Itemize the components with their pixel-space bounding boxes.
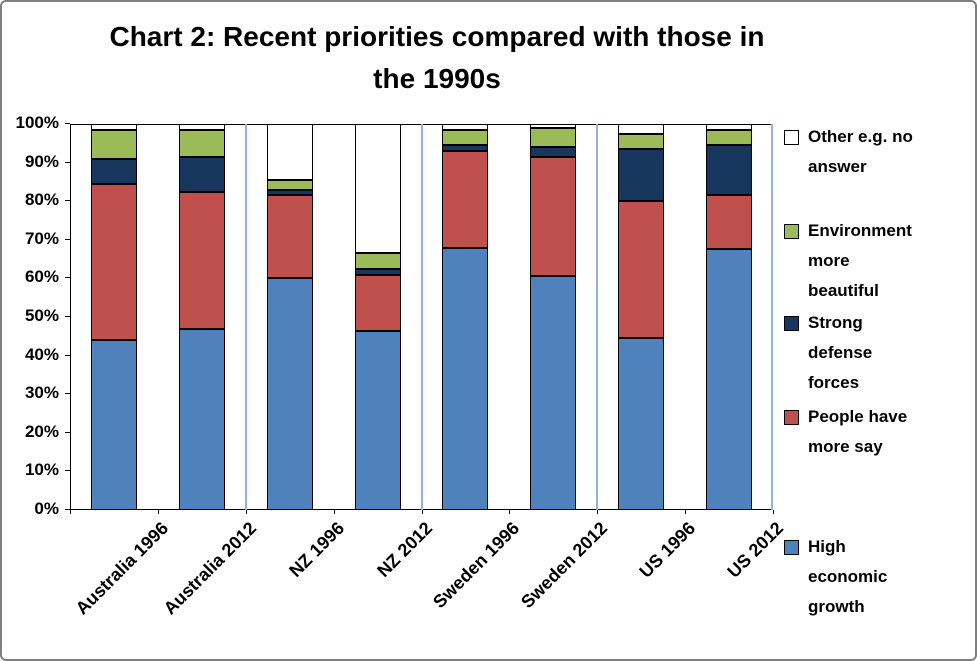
country-group-separator-line (771, 124, 773, 510)
bar-segment (90, 340, 137, 510)
bar-segment (442, 151, 489, 248)
bar-segment (442, 247, 489, 510)
y-axis-tick-label: 40% (24, 344, 59, 364)
bar-segment (90, 183, 137, 341)
y-axis-tick-mark (65, 277, 70, 279)
bar-segment (442, 129, 489, 146)
legend-label: Other e.g. no answer (808, 127, 913, 176)
y-axis-tick-mark (65, 238, 70, 240)
bar-segment (530, 156, 577, 277)
bar-segment (266, 189, 313, 196)
bar-segment (706, 124, 753, 130)
legend-item: Environment more beautiful (784, 216, 975, 306)
bar-segment (618, 149, 665, 202)
y-axis-tick-mark (65, 470, 70, 472)
legend-swatch (784, 224, 799, 239)
bar-segment (618, 201, 665, 339)
y-axis-tick-label: 0% (34, 499, 59, 518)
x-axis-tick-mark (597, 510, 599, 514)
bar-segment (178, 156, 225, 192)
legend-item: People have more say (784, 402, 975, 462)
y-axis-tick-mark (65, 354, 70, 356)
bar-segment (266, 195, 313, 279)
y-axis-tick-mark (65, 316, 70, 317)
y-axis-tick-mark (65, 200, 70, 202)
bar-segment (706, 249, 753, 510)
bar-segment (90, 129, 137, 159)
y-axis-tick-label: 30% (24, 383, 59, 403)
x-axis-tick-mark (245, 510, 247, 514)
bar-segment (178, 124, 225, 130)
legend-swatch (784, 540, 799, 555)
legend-label: Environment more beautiful (808, 221, 912, 300)
y-axis-tick-mark (65, 123, 70, 124)
bar-segment (442, 124, 489, 130)
country-group-separator-line (420, 124, 423, 510)
y-axis-tick-label: 60% (24, 267, 59, 287)
bar-segment (178, 129, 225, 157)
bar-segment (618, 338, 665, 510)
legend-label: People have more say (808, 407, 908, 456)
bar-segment (178, 328, 225, 510)
y-axis-tick-label: 50% (24, 306, 59, 325)
bar-segment (706, 145, 753, 196)
x-axis-tick-mark (773, 510, 774, 514)
chart-title: Chart 2: Recent priorities compared with… (42, 16, 832, 100)
y-axis-tick-label: 90% (24, 151, 59, 171)
x-axis-tick-mark (421, 510, 423, 514)
x-axis-tick-mark (333, 510, 335, 514)
bar-segment (354, 330, 401, 510)
bar-segment (266, 278, 313, 510)
y-axis-tick-label: 80% (24, 190, 59, 210)
x-axis-tick-mark (685, 510, 687, 514)
bar-segment (618, 133, 665, 150)
legend-swatch (784, 410, 799, 425)
bar-segment (354, 268, 401, 275)
y-axis-tick-mark (65, 161, 70, 163)
bar-segment (442, 145, 489, 151)
x-axis-tick-mark (157, 510, 159, 514)
chart-title-line-2: the 1990s (373, 63, 501, 94)
y-axis-tick-label: 100% (15, 113, 59, 132)
y-axis-tick-mark (65, 431, 70, 433)
bar-segment (266, 179, 313, 190)
x-axis-tick-mark (509, 510, 511, 514)
legend-label: High economic growth (808, 537, 888, 616)
legend-item: High economic growth (784, 532, 975, 622)
bar-segment (530, 124, 577, 128)
bar-segment (90, 158, 137, 184)
chart-title-line-1: Chart 2: Recent priorities compared with… (109, 21, 765, 52)
bar-segment (706, 195, 753, 250)
y-axis-tick-mark (65, 509, 70, 510)
x-axis-tick-mark (70, 510, 71, 514)
bar-segment (354, 274, 401, 331)
bar-segment (618, 124, 665, 134)
legend-label: Strong defense forces (808, 313, 873, 392)
legend-swatch (784, 316, 799, 331)
y-axis-tick-mark (65, 393, 70, 395)
bar-segment (530, 147, 577, 157)
legend-item: Strong defense forces (784, 308, 975, 398)
bar-segment (706, 129, 753, 146)
y-axis-tick-label: 20% (24, 421, 59, 441)
bar-segment (178, 191, 225, 329)
bar-segment (90, 124, 137, 130)
legend-swatch (784, 130, 799, 145)
bar-segment (354, 253, 401, 269)
country-group-separator-line (244, 124, 247, 510)
legend-item: Other e.g. no answer (784, 122, 975, 182)
bar-segment (530, 127, 577, 148)
country-group-separator-line (596, 124, 599, 510)
y-axis-tick-label: 70% (24, 228, 59, 248)
bar-segment (354, 124, 401, 254)
y-axis-tick-label: 10% (24, 460, 59, 480)
bar-segment (266, 124, 313, 180)
bar-segment (530, 276, 577, 510)
